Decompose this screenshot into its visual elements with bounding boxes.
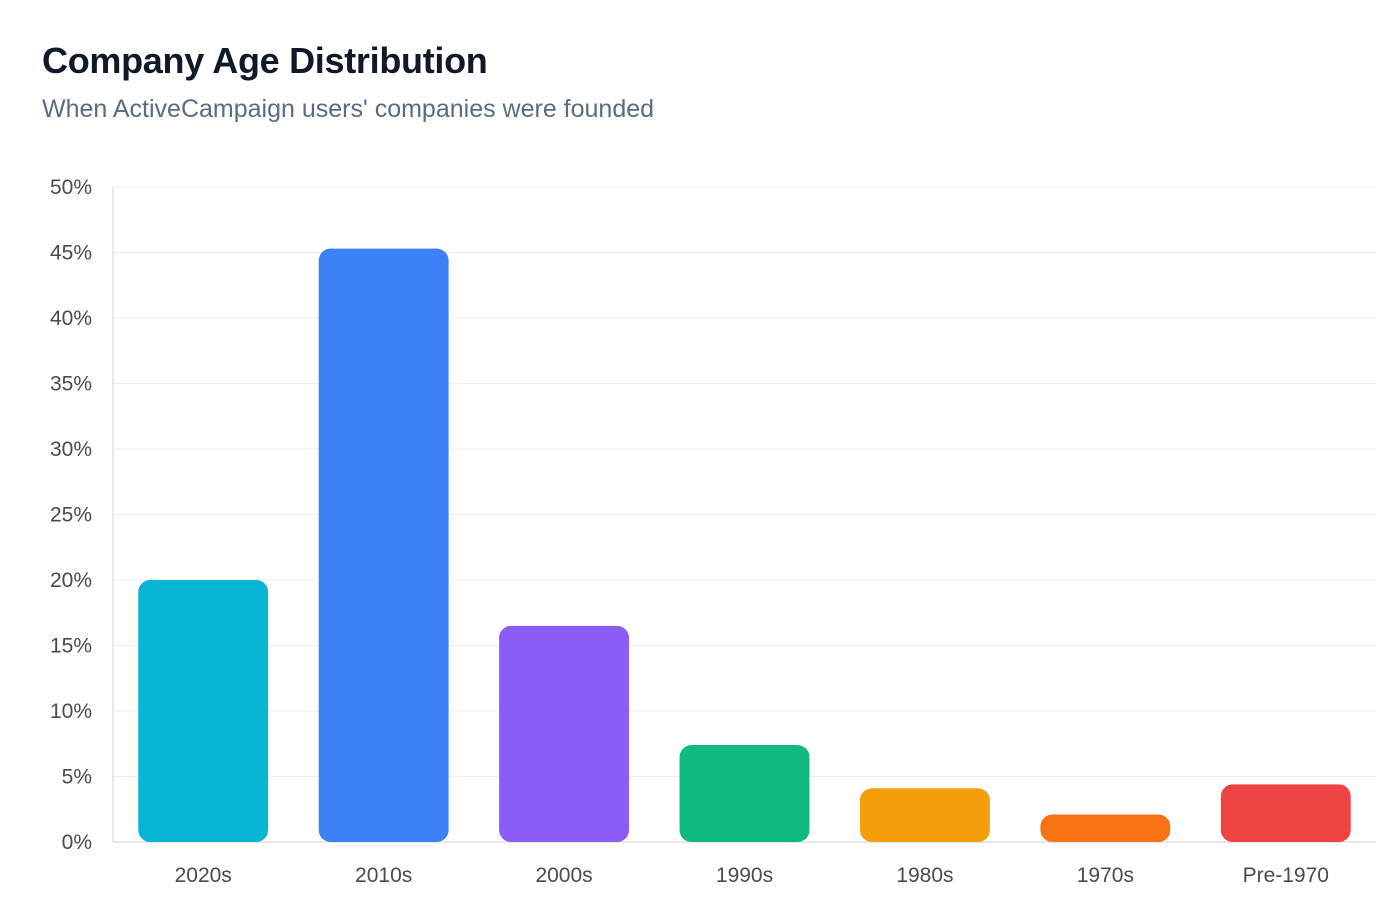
chart-subtitle: When ActiveCampaign users' companies wer… [42, 95, 655, 123]
y-tick-label: 15% [50, 635, 92, 658]
bar-1990s[interactable] [679, 745, 810, 842]
x-tick-label: 1970s [1077, 864, 1134, 887]
y-tick-label: 25% [50, 504, 92, 527]
y-tick-label: 5% [62, 766, 92, 789]
x-tick-label: 2010s [355, 864, 412, 887]
y-tick-label: 20% [50, 569, 92, 592]
bar-2000s[interactable] [499, 625, 630, 842]
bar-pre-1970[interactable] [1220, 784, 1351, 842]
y-tick-label: 45% [50, 242, 92, 265]
x-tick-label: 2000s [535, 864, 592, 887]
x-axis-tick-labels: 2020s 2010s 2000s 1990s 1980s 1970s Pre-1970 [175, 864, 1329, 887]
y-tick-label: 30% [50, 438, 92, 461]
bar-1970s[interactable] [1040, 814, 1171, 842]
y-tick-label: 40% [50, 307, 92, 330]
x-tick-label: 1990s [716, 864, 773, 887]
x-tick-label: 1980s [896, 864, 953, 887]
x-tick-label: 2020s [175, 864, 232, 887]
y-axis-tick-labels: 0% 5% 10% 15% 20% 25% 30% 35% 40% 45% 50% [50, 176, 92, 854]
gridlines [113, 186, 1376, 777]
bar-2010s[interactable] [318, 248, 449, 842]
bar-2020s[interactable] [138, 580, 269, 842]
y-tick-label: 0% [62, 831, 92, 854]
bar-1980s[interactable] [859, 788, 990, 842]
y-tick-label: 50% [50, 176, 92, 199]
y-tick-label: 35% [50, 373, 92, 396]
chart-title: Company Age Distribution [42, 40, 488, 81]
x-tick-label: Pre-1970 [1243, 864, 1329, 887]
bars [138, 248, 1351, 842]
y-tick-label: 10% [50, 700, 92, 723]
